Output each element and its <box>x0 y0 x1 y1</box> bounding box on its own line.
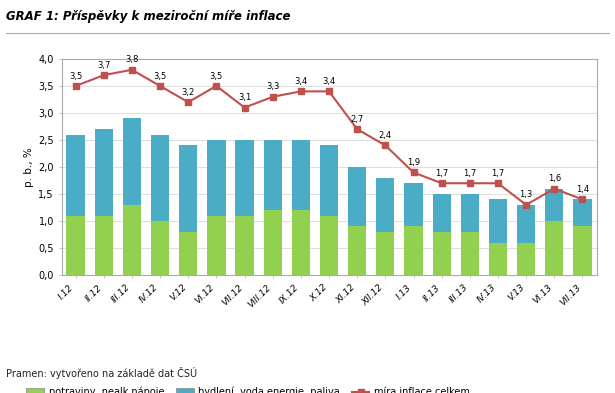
Bar <box>264 210 282 275</box>
Bar <box>573 226 592 275</box>
Text: 3,3: 3,3 <box>266 83 279 91</box>
Text: 3,5: 3,5 <box>69 72 82 81</box>
Bar <box>320 145 338 216</box>
Bar <box>320 216 338 275</box>
Text: 1,9: 1,9 <box>407 158 420 167</box>
Text: 3,7: 3,7 <box>97 61 111 70</box>
Bar <box>123 205 141 275</box>
Text: GRAF 1: Příspěvky k meziroční míře inflace: GRAF 1: Příspěvky k meziroční míře infla… <box>6 10 291 23</box>
Text: 2,4: 2,4 <box>379 131 392 140</box>
Text: 3,8: 3,8 <box>125 55 138 64</box>
Bar <box>151 134 169 221</box>
Text: 1,7: 1,7 <box>491 169 505 178</box>
Bar <box>432 232 451 275</box>
Bar <box>236 216 254 275</box>
Bar <box>545 189 563 221</box>
Bar <box>236 140 254 216</box>
Bar <box>517 205 535 242</box>
Bar <box>292 210 310 275</box>
Text: 3,4: 3,4 <box>294 77 308 86</box>
Bar <box>264 140 282 210</box>
Text: 1,4: 1,4 <box>576 185 589 194</box>
Text: 2,7: 2,7 <box>351 115 364 124</box>
Text: Pramen: vytvořeno na základě dat ČSÚ: Pramen: vytvořeno na základě dat ČSÚ <box>6 367 197 379</box>
Bar <box>432 194 451 232</box>
Bar <box>404 183 423 226</box>
Text: 3,1: 3,1 <box>238 93 251 102</box>
Text: 3,5: 3,5 <box>153 72 167 81</box>
Text: 1,7: 1,7 <box>435 169 448 178</box>
Text: 3,2: 3,2 <box>181 88 195 97</box>
Bar <box>348 226 367 275</box>
Bar <box>292 140 310 210</box>
Bar <box>461 194 479 232</box>
Legend: potraviny, nealk.nápoje, bydlení, voda,energie, paliva, míra inflace celkem: potraviny, nealk.nápoje, bydlení, voda,e… <box>23 384 473 393</box>
Bar <box>404 226 423 275</box>
Bar <box>376 178 394 232</box>
Bar <box>179 232 197 275</box>
Bar <box>489 242 507 275</box>
Bar <box>376 232 394 275</box>
Bar <box>207 140 226 216</box>
Bar <box>123 118 141 205</box>
Text: 3,5: 3,5 <box>210 72 223 81</box>
Text: 1,3: 1,3 <box>520 191 533 199</box>
Bar <box>66 134 85 216</box>
Bar <box>95 216 113 275</box>
Bar <box>517 242 535 275</box>
Bar <box>66 216 85 275</box>
Text: 3,4: 3,4 <box>322 77 336 86</box>
Bar <box>545 221 563 275</box>
Bar <box>489 199 507 242</box>
Bar <box>151 221 169 275</box>
Bar <box>348 167 367 226</box>
Text: 1,6: 1,6 <box>548 174 561 183</box>
Bar <box>95 129 113 216</box>
Bar <box>207 216 226 275</box>
Bar <box>573 199 592 226</box>
Bar <box>461 232 479 275</box>
Bar <box>179 145 197 232</box>
Y-axis label: p. b., %: p. b., % <box>24 147 34 187</box>
Text: 1,7: 1,7 <box>463 169 477 178</box>
